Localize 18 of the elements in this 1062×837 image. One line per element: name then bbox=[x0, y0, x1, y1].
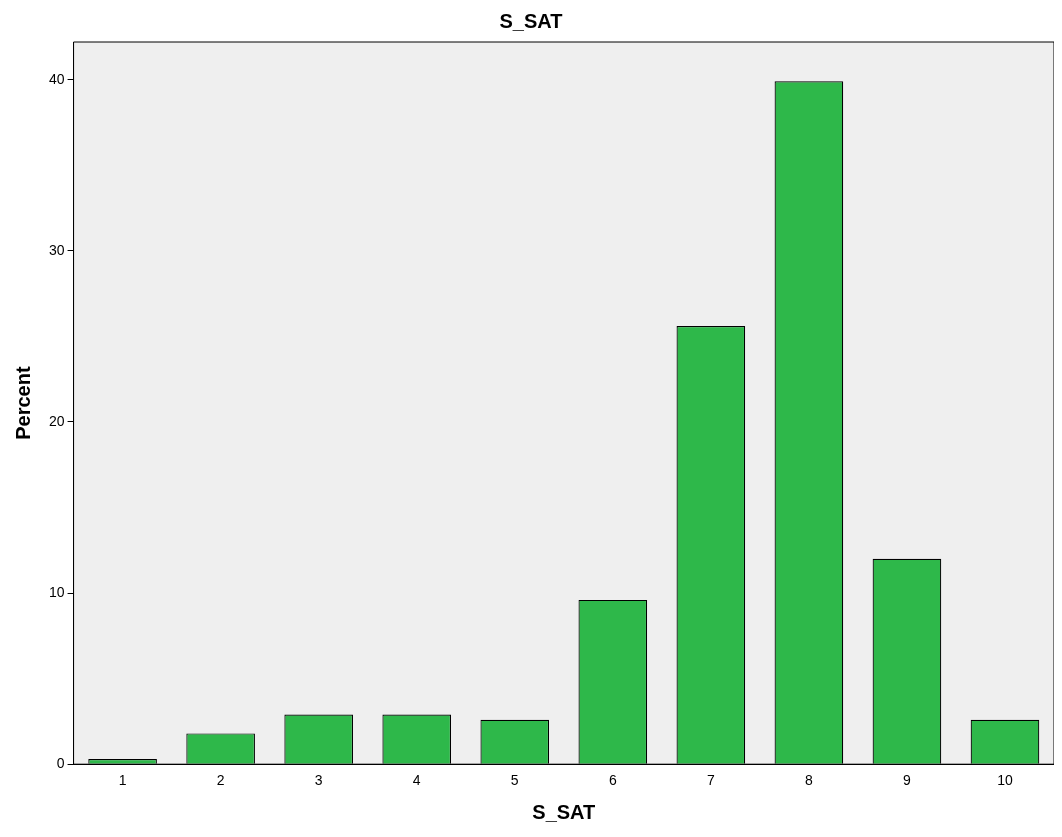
x-tick-label: 4 bbox=[412, 772, 421, 789]
x-tick-label: 1 bbox=[118, 772, 127, 789]
y-tick-label: 40 bbox=[48, 70, 65, 87]
x-tick-label: 9 bbox=[903, 772, 912, 789]
x-tick-label: 3 bbox=[314, 772, 323, 789]
y-tick-label: 0 bbox=[56, 755, 65, 772]
x-tick-label: 8 bbox=[804, 772, 813, 789]
y-tick-label: 20 bbox=[48, 412, 65, 429]
y-axis-title: Percent bbox=[11, 366, 34, 440]
x-tick-label: 10 bbox=[997, 772, 1013, 789]
x-tick-label: 6 bbox=[608, 772, 617, 789]
x-tick-label: 7 bbox=[706, 772, 715, 789]
x-tick-label: 2 bbox=[216, 772, 225, 789]
x-tick-label: 5 bbox=[510, 772, 519, 789]
y-tick-label: 10 bbox=[48, 583, 65, 600]
x-axis-title: S_SAT bbox=[532, 800, 596, 823]
y-tick-label: 30 bbox=[48, 241, 65, 258]
chart-title: S_SAT bbox=[499, 9, 563, 32]
